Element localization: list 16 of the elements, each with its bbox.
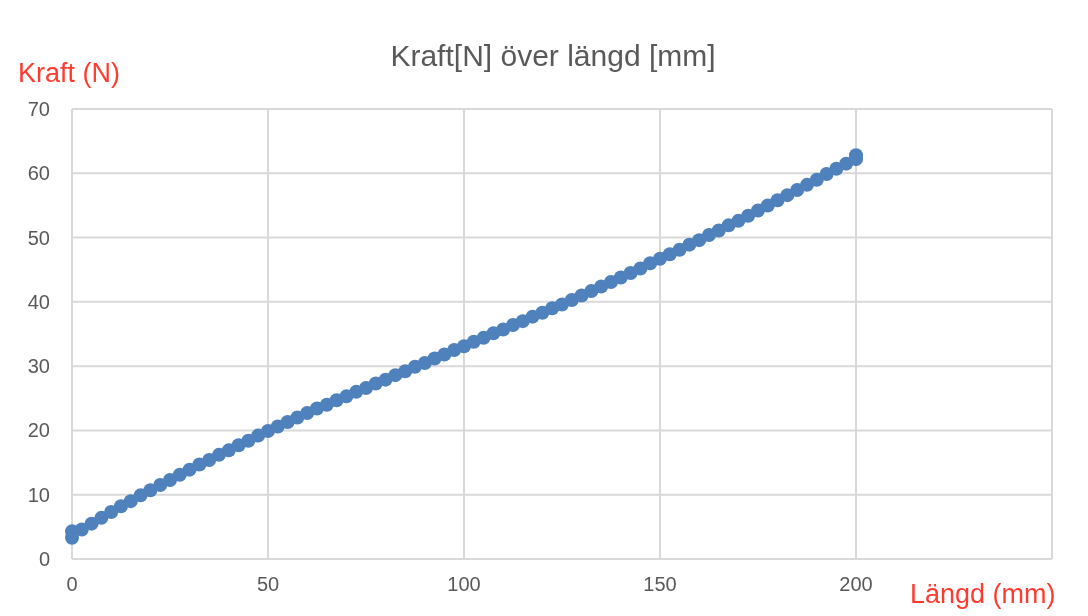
x-tick-label: 200 xyxy=(839,573,873,595)
x-tick-label: 150 xyxy=(643,573,677,595)
y-tick-label: 0 xyxy=(38,548,50,570)
y-tick-label: 60 xyxy=(27,162,50,185)
y-tick-label: 20 xyxy=(27,419,50,442)
y-tick-label: 10 xyxy=(27,483,50,506)
chart-title: Kraft[N] över längd [mm] xyxy=(390,39,716,72)
x-tick-label: 100 xyxy=(447,573,481,595)
x-tick-label: 0 xyxy=(66,573,78,595)
y-tick-label: 50 xyxy=(27,226,50,249)
x-axis-title: Längd (mm) xyxy=(910,579,1056,609)
y-tick-label: 70 xyxy=(27,98,50,120)
y-tick-label: 40 xyxy=(27,290,50,313)
y-tick-label: 30 xyxy=(27,355,50,378)
y-axis-title: Kraft (N) xyxy=(18,58,121,88)
x-tick-label: 50 xyxy=(256,573,280,595)
